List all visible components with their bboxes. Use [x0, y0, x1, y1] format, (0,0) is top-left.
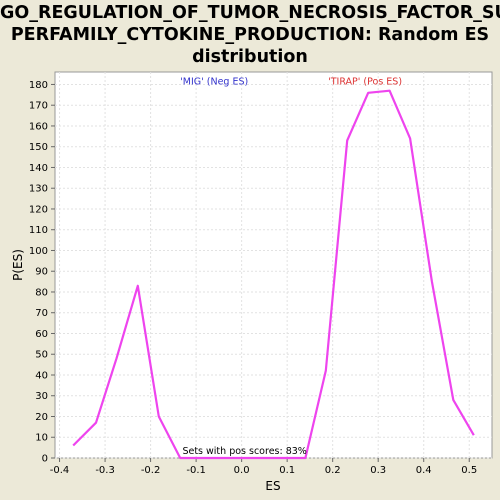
y-tick-label: 130 [29, 184, 48, 195]
y-tick-label: 40 [35, 370, 48, 381]
x-tick-label: 0.5 [461, 465, 477, 476]
x-axis-title: ES [265, 479, 280, 493]
annotation-label: Sets with pos scores: 83% [182, 446, 306, 457]
y-tick-label: 20 [35, 412, 48, 423]
axes: 0 10 20 30 40 50 60 70 80 90 100 110 120 130 140 150 160… [29, 80, 477, 476]
y-tick-label: 180 [29, 80, 48, 91]
chart-title-line-3: distribution [192, 47, 308, 67]
annotation-label: 'MIG' (Neg ES) [180, 76, 248, 87]
y-tick-label: 80 [35, 287, 48, 298]
y-tick-label: 100 [29, 246, 48, 257]
annotation-label: 'TIRAP' (Pos ES) [328, 76, 402, 87]
x-tick-label: -0.3 [95, 465, 115, 476]
y-tick-label: 30 [35, 391, 48, 402]
grid [55, 72, 492, 459]
annotations: 'MIG' (Neg ES) 'TIRAP' (Pos ES) Sets with … [180, 76, 402, 456]
y-axis-title: P(ES) [11, 249, 25, 281]
chart-title-line-1: GO_REGULATION_OF_TUMOR_NECROSIS_FACTOR_S… [0, 3, 500, 23]
x-tick-label: 0.4 [416, 465, 432, 476]
y-tick-label: 60 [35, 329, 48, 340]
x-tick-label: 0.0 [234, 465, 250, 476]
series-line [72, 89, 475, 460]
x-tick-label: -0.1 [186, 465, 206, 476]
chart-title-line-2: PERFAMILY_CYTOKINE_PRODUCTION: Random ES [10, 25, 490, 45]
x-tick-label: 0.3 [370, 465, 386, 476]
y-tick-label: 70 [35, 308, 48, 319]
y-tick-label: 110 [29, 225, 48, 236]
y-tick-label: 160 [29, 121, 48, 132]
y-tick-label: 50 [35, 350, 48, 361]
y-tick-label: 90 [35, 267, 48, 278]
chart-title: GO_REGULATION_OF_TUMOR_NECROSIS_FACTOR_S… [0, 2, 500, 68]
y-tick-label: 120 [29, 204, 48, 215]
x-tick-label: 0.2 [325, 465, 341, 476]
x-tick-label: -0.2 [141, 465, 161, 476]
x-tick-label: 0.1 [279, 465, 295, 476]
series-layer [72, 89, 475, 460]
y-tick-label: 170 [29, 101, 48, 112]
y-tick-label: 10 [35, 433, 48, 444]
y-tick-label: 150 [29, 142, 48, 153]
plot-area [54, 71, 493, 459]
y-tick-label: 0 [42, 454, 48, 465]
y-tick-label: 140 [29, 163, 48, 174]
x-tick-label: -0.4 [50, 465, 70, 476]
